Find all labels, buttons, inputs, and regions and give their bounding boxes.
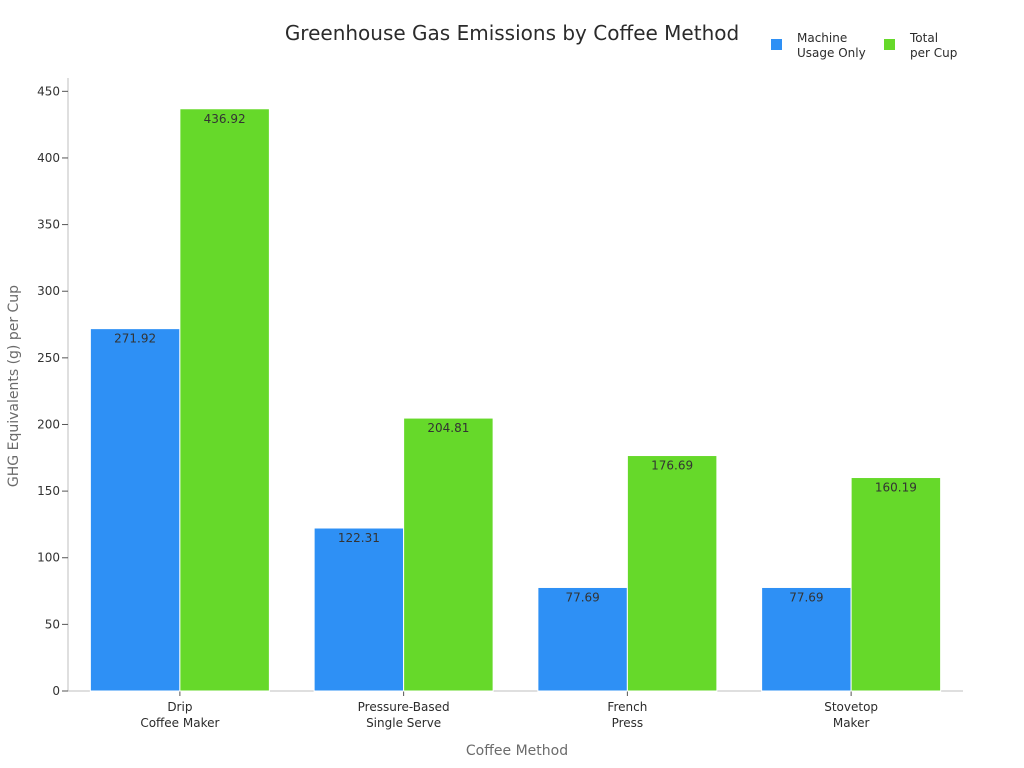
y-tick-label: 0 bbox=[52, 684, 60, 698]
legend: Machine Usage Only Total per Cup bbox=[771, 31, 957, 60]
y-tick-label: 200 bbox=[37, 417, 60, 431]
legend-swatch bbox=[771, 39, 782, 50]
legend-swatch bbox=[884, 39, 895, 50]
x-axis-title: Coffee Method bbox=[466, 743, 568, 759]
x-tick-label: Pressure-Based Single Serve bbox=[358, 700, 450, 730]
y-tick-label: 450 bbox=[37, 84, 60, 98]
x-tick-label: Drip Coffee Maker bbox=[140, 700, 219, 730]
y-tick-label: 250 bbox=[37, 351, 60, 365]
bar-machine bbox=[537, 586, 628, 692]
bar-data-label: 436.92 bbox=[204, 112, 246, 126]
bar-total bbox=[403, 417, 494, 692]
y-tick-label: 50 bbox=[45, 617, 60, 631]
bar-machine bbox=[89, 328, 181, 692]
bar-data-label: 122.31 bbox=[338, 531, 380, 545]
y-axis: 0 50 100 150 200 250 300 350 400 450 bbox=[37, 78, 69, 698]
chart-title: Greenhouse Gas Emissions by Coffee Metho… bbox=[285, 21, 739, 45]
y-tick-label: 150 bbox=[37, 484, 60, 498]
bar-machine bbox=[313, 527, 405, 692]
bar-data-label: 77.69 bbox=[565, 590, 599, 604]
y-tick-label: 350 bbox=[37, 218, 60, 232]
legend-label: Machine Usage Only bbox=[797, 31, 866, 60]
y-tick-label: 400 bbox=[37, 151, 60, 165]
bar-data-label: 204.81 bbox=[427, 421, 469, 435]
x-tick-label: Stovetop Maker bbox=[824, 700, 878, 730]
x-axis: Drip Coffee Maker Pressure-Based Single Ser… bbox=[68, 690, 963, 730]
bar-data-label: 77.69 bbox=[789, 590, 823, 604]
y-tick-label: 100 bbox=[37, 551, 60, 565]
y-axis-title: GHG Equivalents (g) per Cup bbox=[6, 285, 22, 487]
y-tick-label: 300 bbox=[37, 284, 60, 298]
bar-data-label: 176.69 bbox=[651, 459, 693, 473]
x-tick-label: French Press bbox=[607, 700, 647, 730]
bar-machine bbox=[761, 586, 852, 692]
legend-label: Total per Cup bbox=[909, 31, 957, 60]
bars: 271.92 436.92 122.31 204.81 77.69 176.69 77.69… bbox=[89, 108, 942, 692]
bar-total bbox=[626, 455, 718, 692]
bar-total bbox=[179, 108, 270, 692]
bar-total bbox=[850, 477, 942, 692]
bar-data-label: 271.92 bbox=[114, 332, 156, 346]
bar-data-label: 160.19 bbox=[875, 481, 917, 495]
